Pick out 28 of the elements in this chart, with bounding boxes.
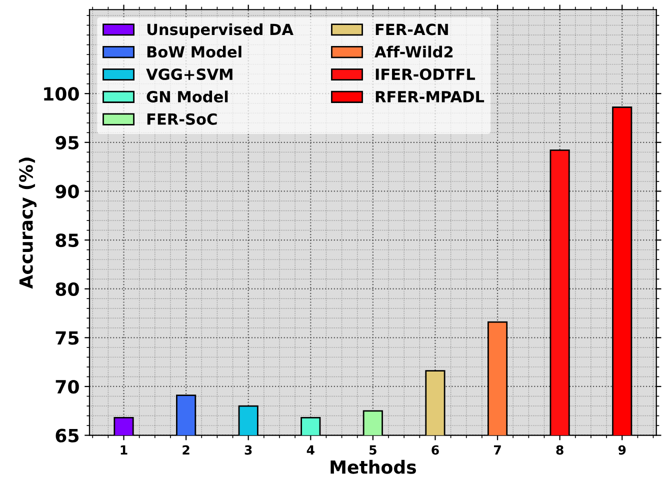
y-tick-label: 95 bbox=[56, 136, 79, 150]
x-tick-label: 9 bbox=[618, 445, 626, 455]
legend-label: IFER-ODTFL bbox=[376, 68, 476, 80]
y-tick-label: 80 bbox=[56, 282, 79, 296]
x-tick-label: 4 bbox=[306, 445, 314, 455]
y-tick-label: 90 bbox=[56, 184, 79, 198]
x-tick-label: 8 bbox=[556, 445, 564, 455]
x-axis-title: Methods bbox=[330, 460, 416, 474]
x-tick-label: 3 bbox=[244, 445, 252, 455]
legend-label: BoW Model bbox=[147, 46, 242, 58]
legend-label: Aff-Wild2 bbox=[374, 46, 453, 58]
x-tick-label: 1 bbox=[120, 445, 128, 455]
x-tick-label: 5 bbox=[370, 445, 376, 455]
y-tick-label: 85 bbox=[56, 233, 79, 248]
legend-label: GN Model bbox=[146, 90, 228, 102]
legend-label: VGG+SVM bbox=[146, 68, 232, 80]
x-tick-label: 7 bbox=[494, 445, 501, 455]
y-tick-label: 75 bbox=[56, 331, 79, 345]
y-tick-label: 100 bbox=[44, 87, 79, 101]
y-axis-title: Accuracy (%) bbox=[18, 158, 37, 289]
y-tick-label: 65 bbox=[56, 428, 79, 442]
legend-label: FER-SoC bbox=[147, 113, 217, 125]
x-tick-label: 6 bbox=[432, 445, 439, 455]
legend-label: Unsupervised DA bbox=[147, 23, 294, 38]
legend-label: FER-ACN bbox=[376, 24, 448, 36]
y-tick-label: 70 bbox=[56, 380, 79, 394]
legend-label: RFER-MPADL bbox=[376, 91, 484, 102]
x-tick-label: 2 bbox=[182, 445, 190, 455]
